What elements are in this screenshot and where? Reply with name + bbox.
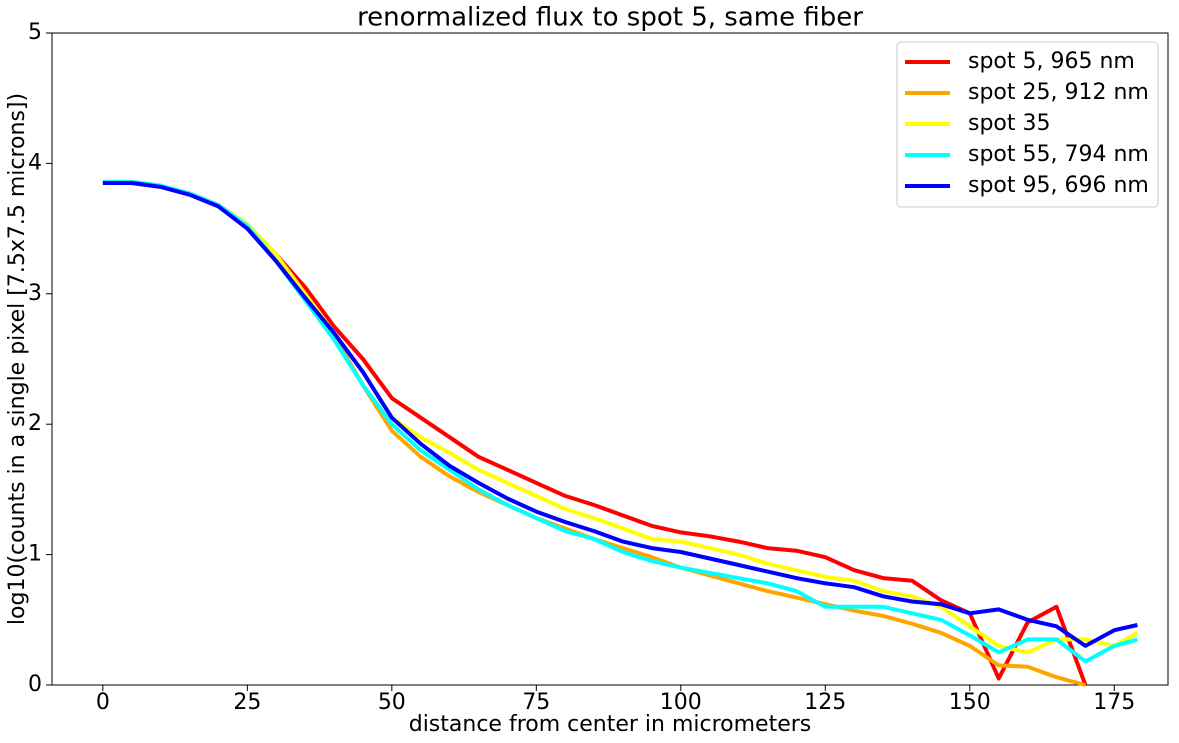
legend-label: spot 35 — [968, 111, 1051, 136]
data-line — [102, 181, 1139, 655]
y-tick-label: 4 — [28, 150, 42, 175]
x-tick-label: 100 — [660, 690, 702, 715]
x-tick-label: 50 — [378, 690, 406, 715]
data-line — [102, 181, 1138, 648]
chart-title: renormalized flux to spot 5, same fiber — [357, 3, 863, 33]
y-tick-label: 1 — [28, 542, 42, 567]
legend-box — [896, 41, 1159, 208]
x-tick-label: 150 — [949, 690, 991, 715]
x-tick-label: 75 — [522, 690, 550, 715]
data-line — [102, 181, 1088, 686]
x-tick-label: 0 — [96, 690, 110, 715]
x-axis-label: distance from center in micrometers — [409, 712, 812, 737]
legend-label: spot 25, 912 nm — [968, 80, 1149, 105]
data-line — [102, 179, 1138, 664]
plot-frame — [51, 32, 1169, 686]
legend-label: spot 95, 696 nm — [968, 173, 1149, 198]
y-tick-label: 5 — [28, 20, 42, 45]
x-tick-label: 125 — [804, 690, 846, 715]
y-tick-label: 3 — [28, 281, 42, 306]
legend-label: spot 5, 965 nm — [968, 49, 1135, 74]
y-axis-label: log10(counts in a single pixel [7.5x7.5 … — [5, 93, 30, 625]
data-line — [102, 181, 1086, 687]
x-tick-label: 25 — [233, 690, 261, 715]
y-tick-label: 0 — [28, 672, 42, 697]
x-tick-label: 175 — [1093, 690, 1135, 715]
y-tick-label: 2 — [28, 411, 42, 436]
legend-label: spot 55, 794 nm — [968, 142, 1149, 167]
